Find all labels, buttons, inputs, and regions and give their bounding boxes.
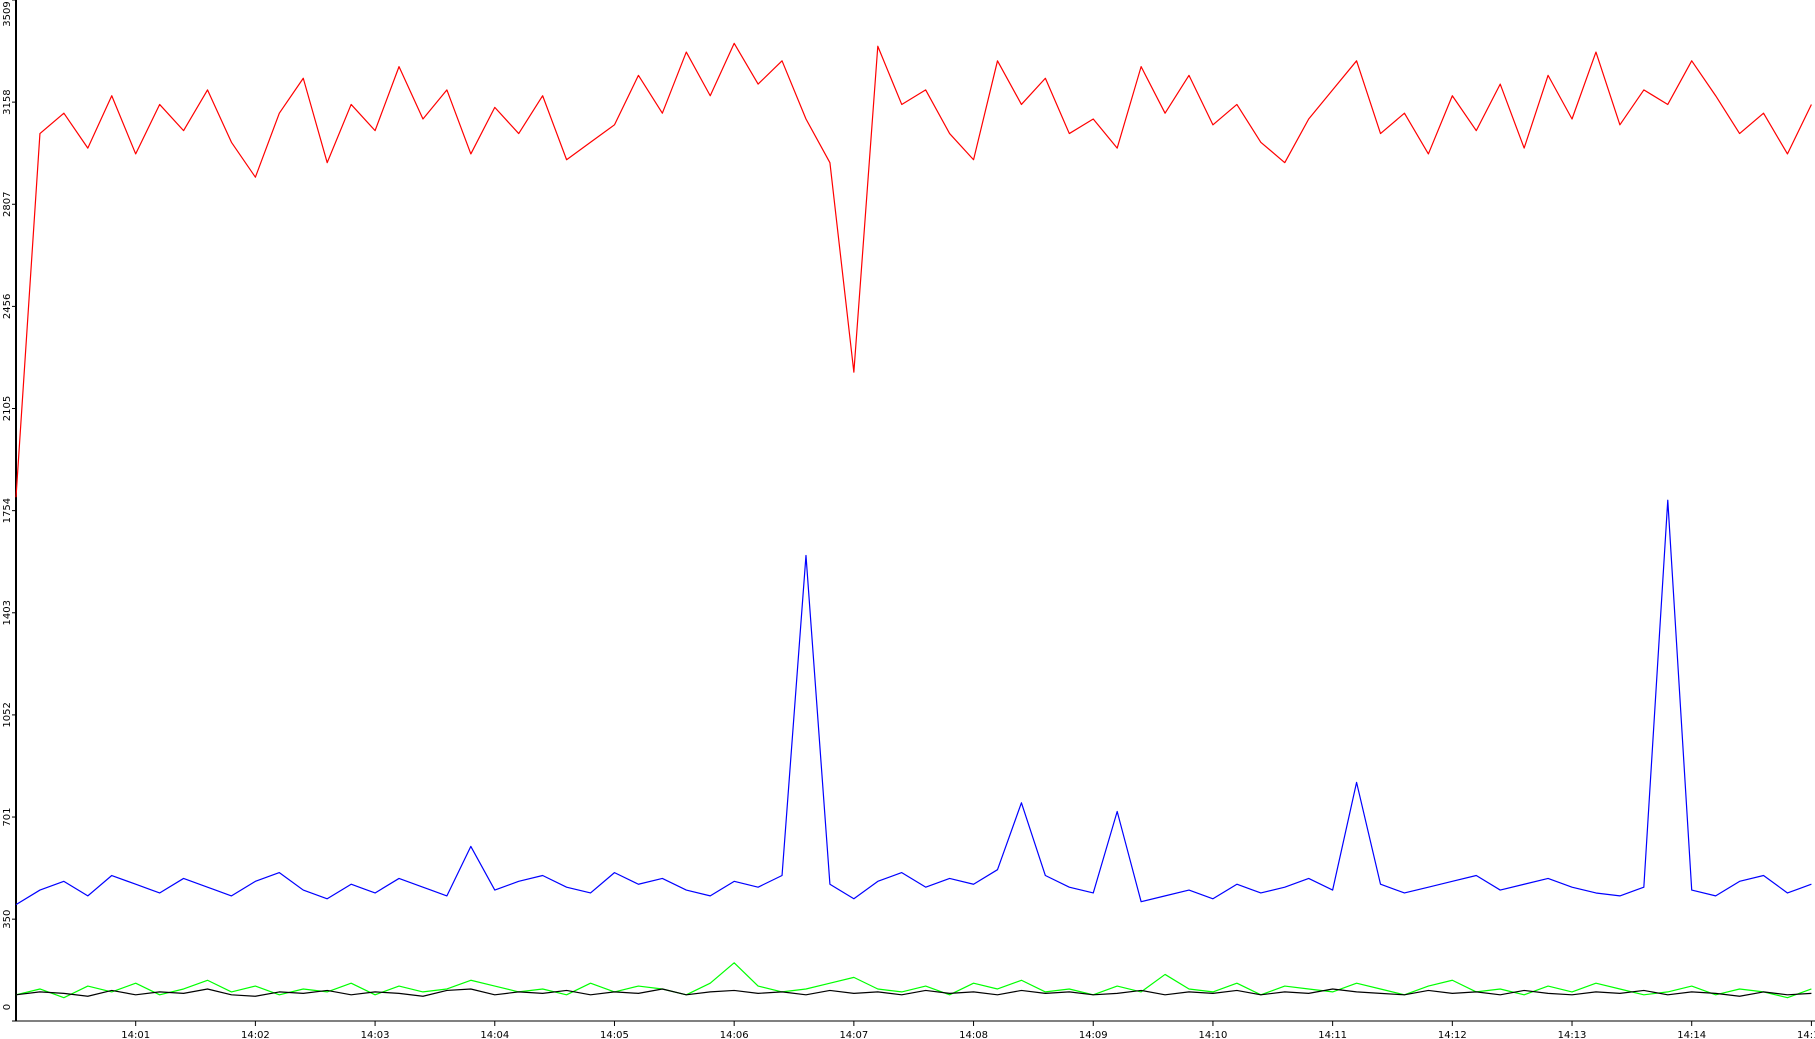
x-tick-label: 14:10 [1199,1030,1228,1039]
x-tick-label: 14:08 [959,1030,988,1039]
x-tick-label: 14:03 [361,1030,390,1039]
series-line [15,499,1812,906]
y-tick-label: 350 [2,910,13,929]
y-tick-label: 3509 [2,1,13,26]
y-tick-label: 3158 [2,89,13,114]
x-tick-label: 14:01 [121,1030,150,1039]
x-tick-label: 14:06 [720,1030,749,1039]
series-line [15,42,1812,498]
y-tick-label: 2456 [2,294,13,319]
x-tick-label: 14:12 [1438,1030,1467,1039]
x-tick-label: 14:05 [600,1030,629,1039]
x-tick-label: 14:11 [1318,1030,1347,1039]
x-tick-label: 14:02 [241,1030,270,1039]
x-tick-label: 14:13 [1558,1030,1587,1039]
y-tick-label: 701 [2,807,13,826]
y-tick-label: 1052 [2,702,13,727]
x-tick-label: 14:14 [1677,1030,1706,1039]
series-line [15,988,1812,997]
series-line [15,962,1812,999]
y-tick-label: 0 [2,1004,13,1010]
y-tick-label: 2105 [2,396,13,421]
x-tick-label: 14:09 [1079,1030,1108,1039]
y-tick-label: 2807 [2,192,13,217]
x-tick-label: 14:15 [1797,1030,1815,1039]
y-tick-label: 1403 [2,600,13,625]
y-tick-label: 1754 [2,498,13,523]
x-tick-label: 14:07 [839,1030,868,1039]
x-tick-label: 14:04 [480,1030,509,1039]
